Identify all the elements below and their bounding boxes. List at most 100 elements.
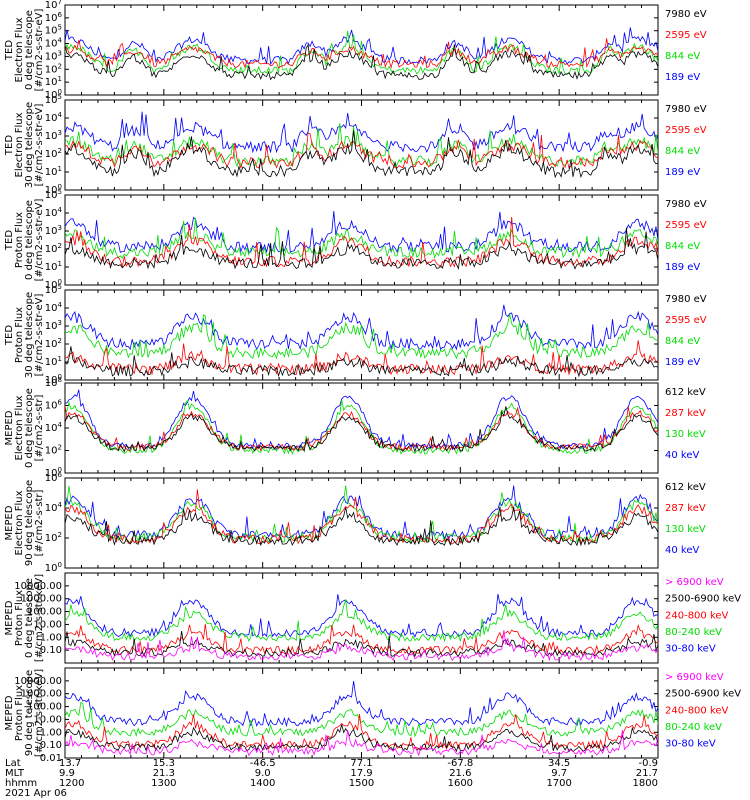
- legend-entry: 7980 eV: [665, 9, 707, 20]
- chart-panel-6: 100 102 104 106 MEPED Electron Flux 90 deg tel…: [4, 471, 706, 574]
- plot-frame: [64, 382, 659, 474]
- series-line: [65, 681, 658, 728]
- series-line: [65, 111, 658, 154]
- legend-entry: 844 eV: [665, 146, 700, 157]
- series-line: [65, 27, 658, 65]
- legend-entry: 40 keV: [665, 545, 699, 556]
- y-tick-label: 102: [45, 242, 62, 255]
- footer-mlt-value: 17.9: [350, 768, 372, 779]
- legend-entry: 189 eV: [665, 167, 700, 178]
- y-axis-label: Electron Flux: [14, 17, 25, 82]
- footer-hhmm-value: 1500: [349, 778, 374, 789]
- series-line: [65, 599, 658, 643]
- y-tick-label: 101: [45, 75, 62, 88]
- legend-entry: 2500-6900 keV: [665, 594, 741, 605]
- legend-entry: 189 eV: [665, 72, 700, 83]
- y-axis-label: MEPED: [4, 505, 15, 540]
- y-tick-label: 103: [45, 129, 62, 142]
- y-tick-label: 101: [45, 260, 62, 273]
- y-tick-label: 0.10: [40, 645, 62, 656]
- y-tick-label: 103: [45, 224, 62, 237]
- y-axis-label: Proton Flux: [14, 307, 25, 363]
- series-line: [65, 210, 658, 254]
- series-line: [65, 730, 658, 757]
- y-axis-label: [#/cm2-s-str]: [34, 489, 45, 556]
- legend-entry: 2595 eV: [665, 30, 707, 41]
- y-tick-label: 105: [45, 24, 62, 37]
- series-line: [65, 313, 658, 360]
- legend-entry: 287 keV: [665, 408, 706, 419]
- legend-entry: 240-800 keV: [665, 610, 729, 621]
- y-tick-label: 106: [45, 471, 63, 484]
- legend-entry: 287 keV: [665, 503, 706, 514]
- footer-lat-value: -46.5: [250, 758, 276, 769]
- series-line: [65, 702, 658, 738]
- y-tick-label: 10.00: [33, 619, 62, 630]
- footer-mlt-value: 9.7: [551, 768, 567, 779]
- legend-entry: 30-80 keV: [665, 644, 716, 655]
- series-line: [65, 130, 658, 179]
- legend-entry: 7980 eV: [665, 104, 707, 115]
- footer-lat-value: 15.3: [153, 758, 175, 769]
- y-axis-label: [#/cm2-s-str]: [34, 394, 45, 461]
- legend-entry: 30-80 keV: [665, 739, 716, 750]
- footer-lat-value: 34.5: [548, 758, 570, 769]
- legend-entry: > 6900 keV: [665, 672, 724, 683]
- y-axis-label: 0 deg telescope: [24, 200, 35, 280]
- plot-frame: [64, 477, 659, 569]
- y-axis-label: Proton Flux: [14, 590, 25, 646]
- y-axis-label: Electron Flux: [14, 112, 25, 177]
- legend-entry: 2595 eV: [665, 315, 707, 326]
- series-line: [65, 217, 658, 260]
- series-line: [65, 506, 658, 547]
- y-tick-label: 1.00: [40, 727, 62, 738]
- footer-hhmm-value: 1600: [448, 778, 473, 789]
- series-line: [65, 132, 658, 170]
- y-tick-label: 106: [45, 11, 63, 24]
- y-axis-label: 90 deg telescope: [24, 670, 35, 756]
- legend-entry: 130 keV: [665, 429, 706, 440]
- y-tick-label: 105: [45, 283, 62, 296]
- series-line: [65, 346, 658, 378]
- legend-entry: > 6900 keV: [665, 577, 724, 588]
- legend-entry: 240-800 keV: [665, 705, 729, 716]
- y-tick-label: 101: [45, 165, 62, 178]
- y-axis-label: TED: [4, 40, 15, 61]
- y-tick-label: 103: [45, 49, 62, 62]
- y-tick-label: 104: [45, 206, 63, 219]
- legend-entry: 844 eV: [665, 241, 700, 252]
- footer-mlt-value: 21.3: [153, 768, 175, 779]
- footer-hhmm-value: 1300: [151, 778, 176, 789]
- footer-mlt-value: 9.0: [255, 768, 271, 779]
- series-line: [65, 406, 658, 453]
- y-tick-label: 10000.00: [14, 581, 62, 592]
- y-axis-label: [#/cm2-s-str-eV]: [34, 104, 45, 187]
- series-line: [65, 389, 658, 451]
- footer-date: 2021 Apr 06: [5, 788, 67, 799]
- y-tick-label: 104: [45, 421, 63, 434]
- series-line: [65, 630, 658, 662]
- y-tick-label: 1000.00: [21, 594, 62, 605]
- y-tick-label: 102: [45, 444, 62, 457]
- y-axis-label: 90 deg telescope: [24, 480, 35, 566]
- y-tick-label: 1.00: [40, 632, 62, 643]
- y-tick-label: 1000.00: [21, 689, 62, 700]
- legend-entry: 2595 eV: [665, 220, 707, 231]
- legend-entry: 80-240 keV: [665, 722, 722, 733]
- plot-frame: [64, 194, 659, 286]
- y-axis-label: MEPED: [4, 695, 15, 730]
- y-tick-label: 104: [45, 37, 63, 50]
- y-tick-label: 0.10: [40, 740, 62, 751]
- legend-entry: 80-240 keV: [665, 627, 722, 638]
- y-axis-label: TED: [4, 230, 15, 251]
- legend-entry: 844 eV: [665, 51, 700, 62]
- y-tick-label: 0.01: [40, 753, 62, 764]
- y-axis-label: [#/cm2-s-str-eV]: [34, 199, 45, 282]
- footer-label-mlt: MLT: [5, 768, 25, 779]
- footer-lat-value: 13.7: [59, 758, 81, 769]
- y-tick-label: 104: [45, 301, 63, 314]
